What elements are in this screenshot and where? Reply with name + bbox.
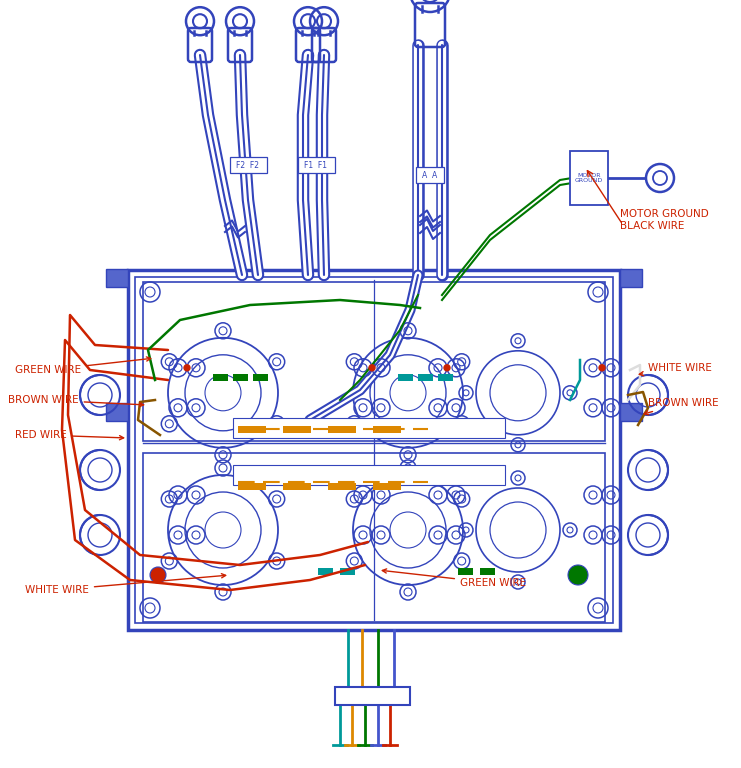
Text: BROWN WIRE: BROWN WIRE [8,395,144,407]
Bar [328,483,356,490]
Bar [340,568,355,575]
Bar [233,465,505,485]
Circle shape [150,567,166,583]
Text: F1  F1: F1 F1 [305,161,328,170]
Bar [328,425,356,433]
Bar [620,269,642,287]
Text: A  A: A A [422,170,438,180]
Bar [283,425,311,433]
Bar [438,374,453,381]
Bar [458,568,473,575]
Bar [135,277,613,623]
Text: BROWN WIRE: BROWN WIRE [644,398,719,415]
Bar [253,374,268,381]
Bar [418,374,433,381]
Text: MOTOR
GROUND: MOTOR GROUND [575,173,603,184]
Circle shape [184,365,190,371]
Text: GREEN WIRE: GREEN WIRE [382,569,526,588]
Bar [238,425,266,433]
Bar [233,374,248,381]
Text: WHITE WIRE: WHITE WIRE [25,574,226,595]
Text: RED WIRE: RED WIRE [15,430,124,440]
FancyBboxPatch shape [230,157,267,173]
Bar [233,418,505,438]
Bar [318,568,333,575]
Bar [335,687,410,705]
FancyBboxPatch shape [297,157,334,173]
Bar [143,453,605,622]
Bar [283,483,311,490]
Bar [106,403,128,421]
Text: F2  F2: F2 F2 [236,161,259,170]
Circle shape [599,365,605,371]
Text: WHITE WIRE: WHITE WIRE [639,363,712,376]
Bar [373,425,401,433]
Bar [620,403,642,421]
Bar [373,483,401,490]
Bar [238,483,266,490]
Circle shape [444,365,450,371]
FancyBboxPatch shape [570,151,608,205]
Bar [398,374,413,381]
Text: MOTOR GROUND
BLACK WIRE: MOTOR GROUND BLACK WIRE [620,209,708,231]
Bar [143,283,605,441]
Bar [213,374,228,381]
Circle shape [568,565,588,585]
Bar [480,568,495,575]
Bar [106,269,128,287]
Bar [128,270,620,630]
FancyBboxPatch shape [416,167,444,183]
Circle shape [369,365,375,371]
Text: GREEN WIRE: GREEN WIRE [15,357,150,375]
